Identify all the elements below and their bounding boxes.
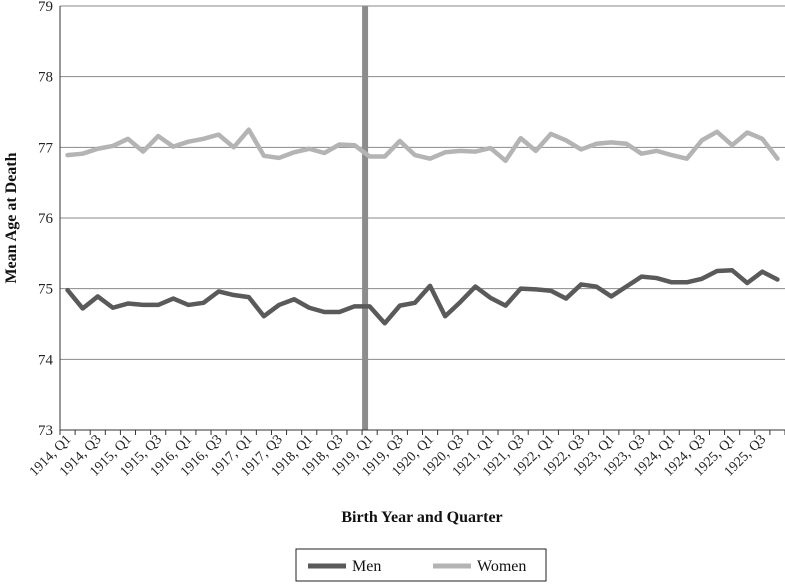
x-axis-title: Birth Year and Quarter: [341, 509, 502, 526]
y-tick-label: 79: [38, 0, 53, 15]
y-tick-label: 73: [38, 423, 53, 439]
y-tick-label: 74: [38, 352, 54, 368]
y-tick-labels: 73 74 75 76 77 78 79: [38, 0, 54, 439]
series-line-women: [68, 130, 778, 161]
legend-label-women: Women: [477, 558, 526, 575]
gridlines: [60, 6, 785, 430]
legend: Men Women: [296, 549, 546, 581]
axes: [60, 6, 785, 435]
y-axis-title: Mean Age at Death: [3, 152, 20, 283]
legend-label-men: Men: [352, 558, 381, 575]
y-tick-label: 78: [38, 70, 53, 86]
series-group: [67, 130, 777, 324]
y-tick-label: 75: [38, 282, 53, 298]
y-tick-label: 77: [38, 140, 54, 156]
series-line-men: [68, 270, 778, 323]
y-tick-label: 76: [38, 211, 54, 227]
